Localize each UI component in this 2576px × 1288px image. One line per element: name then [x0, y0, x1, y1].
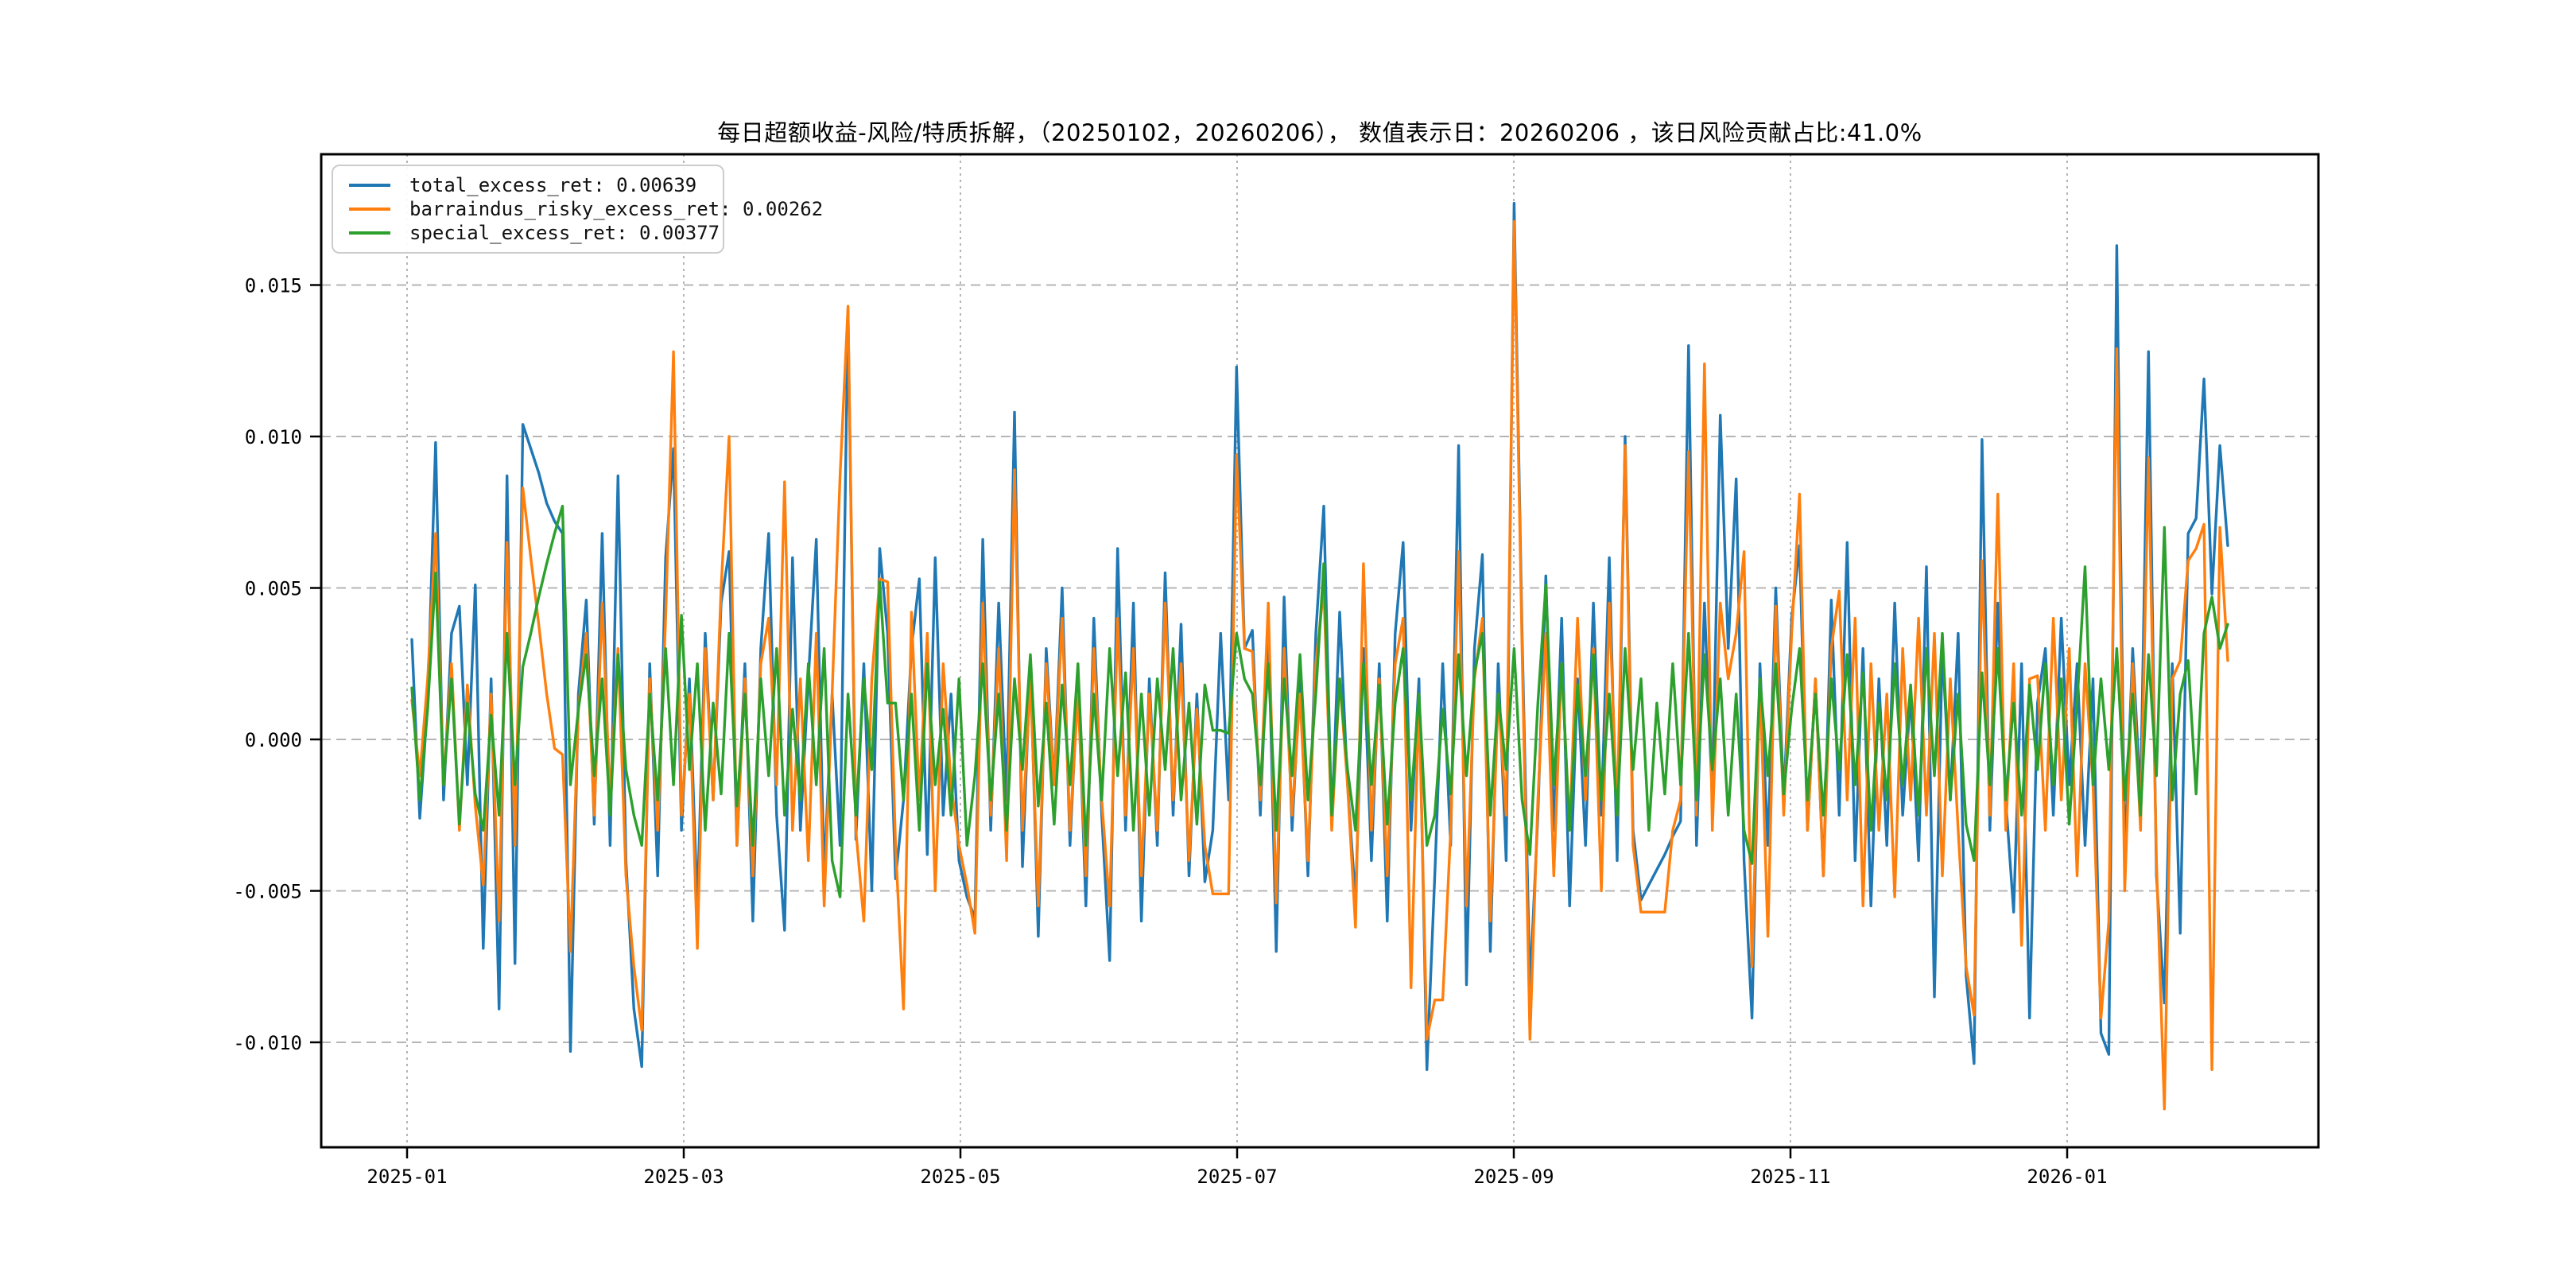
legend-label-special: special_excess_ret: 0.00377 — [409, 222, 720, 244]
x-tick-label: 2025-11 — [1750, 1166, 1830, 1188]
legend-row: total_excess_ret: 0.00639 — [349, 173, 723, 197]
legend-line-swatch-special — [349, 231, 390, 235]
x-tick-label: 2025-09 — [1473, 1166, 1554, 1188]
x-tick-label: 2025-01 — [367, 1166, 447, 1188]
series-line-special_excess_ret — [410, 504, 2229, 898]
legend-label-barraindus: barraindus_risky_excess_ret: 0.00262 — [409, 198, 824, 220]
y-tick-label: 0.000 — [245, 729, 302, 751]
legend: total_excess_ret: 0.00639 barraindus_ris… — [332, 165, 823, 254]
legend-line-swatch-barraindus — [349, 208, 390, 211]
y-tick-label: 0.005 — [245, 578, 302, 600]
x-tick-label: 2025-05 — [920, 1166, 1000, 1188]
y-tick-label: -0.010 — [233, 1032, 302, 1054]
legend-row: special_excess_ret: 0.00377 — [349, 221, 723, 245]
x-tick-label: 2025-03 — [643, 1166, 724, 1188]
y-tick-label: 0.015 — [245, 275, 302, 297]
chart-title: 每日超额收益-风险/特质拆解，（20250102，20260206）， 数值表示… — [717, 119, 1922, 146]
legend-line-swatch-total — [349, 184, 390, 187]
y-tick-label: -0.005 — [233, 881, 302, 903]
legend-label-total: total_excess_ret: 0.00639 — [409, 174, 697, 196]
y-tick-label: 0.010 — [245, 426, 302, 448]
x-tick-label: 2025-07 — [1197, 1166, 1277, 1188]
x-tick-label: 2026-01 — [2027, 1166, 2107, 1188]
legend-row: barraindus_risky_excess_ret: 0.00262 — [349, 197, 823, 221]
axes-spines — [320, 153, 2320, 1149]
